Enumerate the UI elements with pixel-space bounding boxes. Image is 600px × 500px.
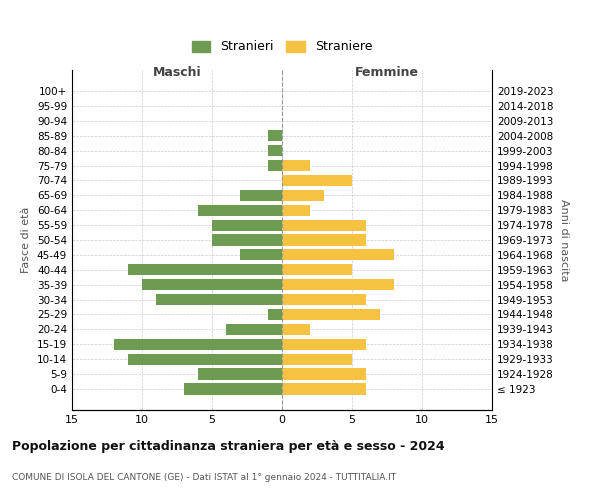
Bar (128, 264, 282, 276)
Bar (282, 309, 380, 320)
Bar (212, 220, 282, 230)
Bar (128, 354, 282, 365)
Bar (226, 324, 282, 335)
Text: Popolazione per cittadinanza straniera per età e sesso - 2024: Popolazione per cittadinanza straniera p… (12, 440, 445, 453)
Bar (240, 250, 282, 260)
Bar (184, 384, 282, 394)
Bar (212, 234, 282, 246)
Bar (240, 190, 282, 201)
Bar (282, 324, 310, 335)
Bar (114, 338, 282, 350)
Text: Maschi: Maschi (152, 66, 202, 79)
Bar (156, 294, 282, 305)
Bar (268, 145, 282, 156)
Bar (268, 130, 282, 141)
Bar (282, 204, 310, 216)
Bar (268, 160, 282, 171)
Bar (282, 160, 310, 171)
Y-axis label: Anni di nascita: Anni di nascita (559, 198, 569, 281)
Bar (282, 220, 366, 230)
Bar (282, 384, 366, 394)
Text: COMUNE DI ISOLA DEL CANTONE (GE) - Dati ISTAT al 1° gennaio 2024 - TUTTITALIA.IT: COMUNE DI ISOLA DEL CANTONE (GE) - Dati … (12, 473, 396, 482)
Bar (282, 294, 366, 305)
Bar (282, 190, 324, 201)
Bar (282, 175, 352, 186)
Bar (282, 234, 366, 246)
Bar (282, 250, 394, 260)
Bar (282, 279, 394, 290)
Bar (142, 279, 282, 290)
Bar (282, 354, 352, 365)
Bar (198, 368, 282, 380)
Bar (282, 264, 352, 276)
Bar (282, 368, 366, 380)
Bar (198, 204, 282, 216)
Y-axis label: Fasce di età: Fasce di età (22, 207, 31, 273)
Text: Femmine: Femmine (355, 66, 419, 79)
Bar (282, 338, 366, 350)
Legend: Stranieri, Straniere: Stranieri, Straniere (187, 36, 377, 59)
Bar (268, 309, 282, 320)
